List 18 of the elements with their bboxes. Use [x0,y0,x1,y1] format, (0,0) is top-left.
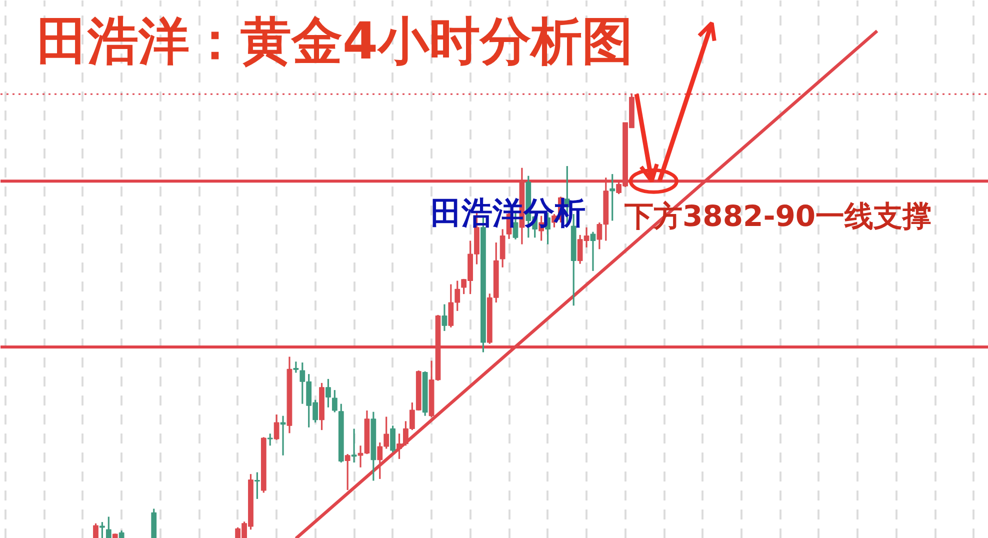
candlestick [332,389,338,414]
chart-title: 田浩洋：黄金4小时分析图 [36,12,633,72]
candlestick [254,471,260,500]
candlestick [100,521,105,538]
candlestick [326,378,331,408]
candlestick [106,516,112,538]
candlestick [500,228,506,268]
candlestick [610,173,616,222]
candlestick [442,303,448,332]
candlestick [93,522,98,538]
candlestick [351,428,357,464]
candlestick [344,453,350,491]
candlestick [390,424,396,454]
candlestick [590,231,596,272]
candlestick [274,414,280,441]
candlestick [293,360,299,374]
candlestick [267,432,273,446]
candlestick [280,415,286,456]
